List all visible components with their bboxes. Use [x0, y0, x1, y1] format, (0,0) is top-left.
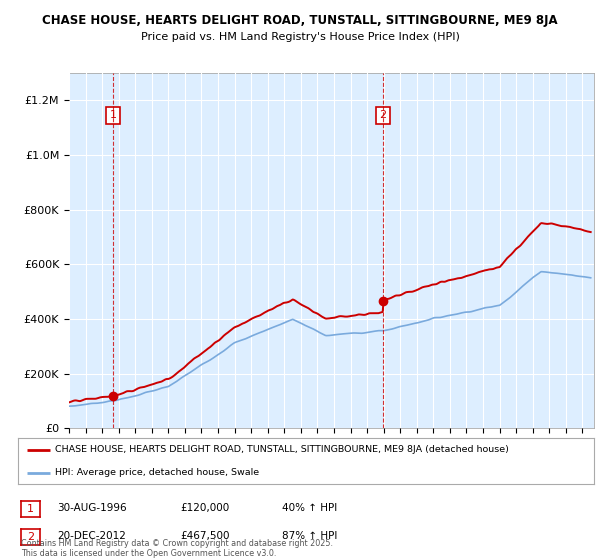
Text: 1: 1 [27, 504, 34, 514]
Text: 40% ↑ HPI: 40% ↑ HPI [282, 503, 337, 514]
Text: £120,000: £120,000 [180, 503, 229, 514]
Text: Price paid vs. HM Land Registry's House Price Index (HPI): Price paid vs. HM Land Registry's House … [140, 32, 460, 43]
Text: 2: 2 [27, 532, 34, 542]
Text: £467,500: £467,500 [180, 531, 229, 542]
Text: CHASE HOUSE, HEARTS DELIGHT ROAD, TUNSTALL, SITTINGBOURNE, ME9 8JA: CHASE HOUSE, HEARTS DELIGHT ROAD, TUNSTA… [42, 14, 558, 27]
Text: 2: 2 [380, 110, 387, 120]
Text: Contains HM Land Registry data © Crown copyright and database right 2025.
This d: Contains HM Land Registry data © Crown c… [21, 539, 333, 558]
Text: CHASE HOUSE, HEARTS DELIGHT ROAD, TUNSTALL, SITTINGBOURNE, ME9 8JA (detached hou: CHASE HOUSE, HEARTS DELIGHT ROAD, TUNSTA… [55, 445, 509, 455]
Text: 87% ↑ HPI: 87% ↑ HPI [282, 531, 337, 542]
Text: HPI: Average price, detached house, Swale: HPI: Average price, detached house, Swal… [55, 468, 260, 478]
Text: 20-DEC-2012: 20-DEC-2012 [57, 531, 126, 542]
Text: 30-AUG-1996: 30-AUG-1996 [57, 503, 127, 514]
Text: 1: 1 [110, 110, 116, 120]
